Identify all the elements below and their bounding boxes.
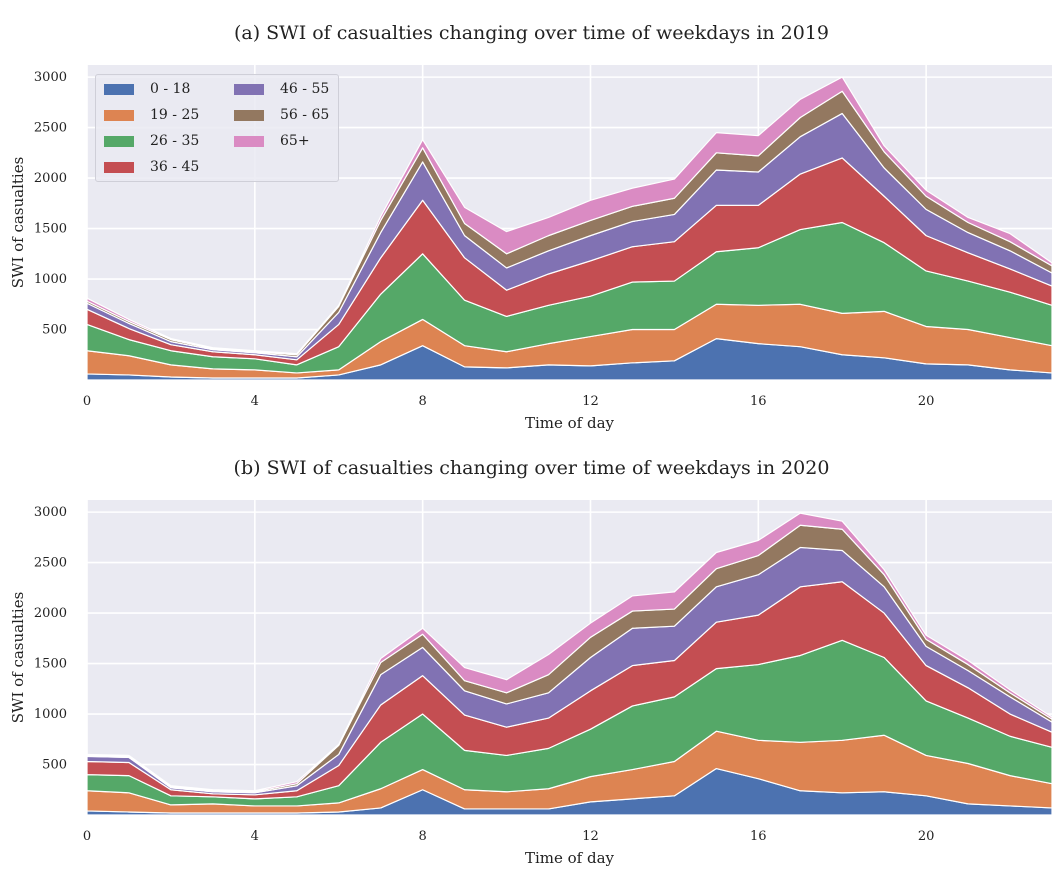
legend-swatch [234,135,264,147]
legend-item: 36 - 45 [104,159,199,175]
legend-item: 19 - 25 [104,107,199,123]
x-tick-label: 0 [83,829,91,844]
x-tick-label: 8 [419,394,427,409]
y-tick-label: 2500 [34,121,67,136]
legend-swatch [104,109,134,121]
legend-label: 56 - 65 [280,107,330,123]
legend-label: 36 - 45 [150,159,200,175]
y-tick-label: 3000 [34,505,67,520]
legend-swatch [104,83,134,95]
legend-label: 46 - 55 [280,81,330,97]
legend-swatch [234,83,264,95]
x-tick-label: 4 [251,394,259,409]
chart-panel-2020: (b) SWI of casualties changing over time… [0,435,1063,870]
y-tick-label: 2000 [34,606,67,621]
legend-swatch [234,109,264,121]
legend-label: 19 - 25 [150,107,200,123]
legend-item: 46 - 55 [234,81,329,97]
legend-item: 0 - 18 [104,81,190,97]
legend-item: 56 - 65 [234,107,329,123]
legend-swatch [104,135,134,147]
chart-panel-2019: (a) SWI of casualties changing over time… [9,22,1053,432]
x-tick-label: 4 [251,829,259,844]
y-tick-label: 1000 [34,272,67,287]
y-tick-label: 500 [42,758,67,773]
chart-title: (b) SWI of casualties changing over time… [233,457,830,479]
x-tick-label: 12 [582,829,599,844]
x-tick-label: 0 [83,394,91,409]
x-tick-label: 16 [750,394,767,409]
area-series-65plus [86,512,1053,793]
y-axis-label: SWI of casualties [9,157,27,289]
y-tick-label: 500 [42,323,67,338]
legend-item: 65+ [234,133,310,149]
x-tick-label: 8 [419,829,427,844]
stacked-area-chart: 0 4 8 12 16 20 500 1000 1500 2000 2500 3000 Time of … [9,65,1053,432]
y-tick-label: 3000 [34,70,67,85]
y-axis-label: SWI of casualties [9,592,27,724]
y-tick-label: 1500 [34,222,67,237]
legend-label: 65+ [280,133,310,149]
x-axis-label: Time of day [525,414,615,432]
chart-title: (a) SWI of casualties changing over time… [233,22,830,44]
area-series-65plus [86,76,1053,356]
y-tick-label: 1000 [34,707,67,722]
y-tick-label: 1500 [34,657,67,672]
legend-swatch [104,161,134,173]
x-tick-label: 16 [750,829,767,844]
y-tick-label: 2500 [34,556,67,571]
x-tick-label: 12 [582,394,599,409]
x-tick-label: 20 [918,829,935,844]
legend-label: 0 - 18 [150,81,191,97]
legend: 0 - 18 19 - 25 26 - 35 36 - 45 46 - 55 56 - 6… [95,74,339,182]
legend-label: 26 - 35 [150,133,200,149]
x-tick-label: 20 [918,394,935,409]
stacked-area-chart: 0 4 8 12 16 20 500 1000 1500 2000 2500 3000 Time of … [9,500,1053,867]
legend-item: 26 - 35 [104,133,199,149]
y-tick-label: 2000 [34,171,67,186]
x-axis-label: Time of day [525,849,615,867]
